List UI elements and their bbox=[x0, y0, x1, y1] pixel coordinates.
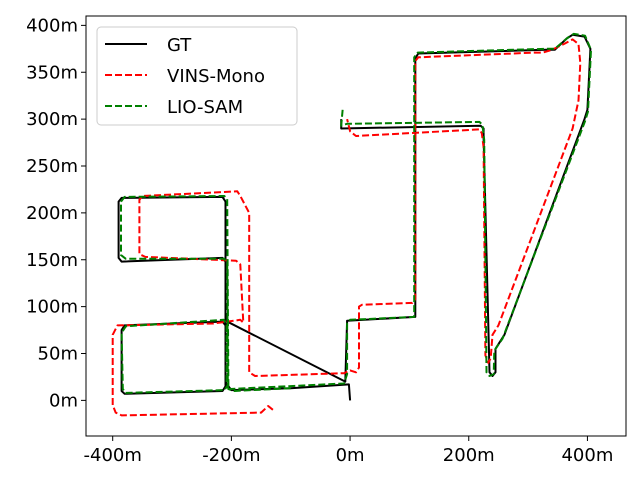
x-tick-label: -400m bbox=[84, 445, 142, 466]
y-tick-label: 300m bbox=[26, 109, 78, 130]
plot-frame bbox=[85, 15, 627, 437]
y-tick-label: 150m bbox=[26, 250, 78, 271]
x-tick-label: 200m bbox=[443, 445, 495, 466]
x-tick-label: -200m bbox=[202, 445, 260, 466]
legend-label-vins-mono: VINS-Mono bbox=[167, 66, 265, 87]
y-tick-label: 400m bbox=[26, 15, 78, 36]
y-axis: 0m 50m 100m 150m 200m 250m 300m 350m 400m bbox=[26, 15, 86, 411]
y-tick-label: 0m bbox=[49, 390, 78, 411]
x-axis: -400m -200m 0m 200m 400m bbox=[84, 436, 613, 466]
y-tick-label: 200m bbox=[26, 203, 78, 224]
legend-label-gt: GT bbox=[167, 35, 192, 56]
x-tick-label: 400m bbox=[561, 445, 613, 466]
series-line-lio-sam bbox=[120, 32, 592, 394]
y-tick-label: 100m bbox=[26, 297, 78, 318]
x-tick-label: 0m bbox=[336, 445, 365, 466]
series-line-vins-mono bbox=[111, 38, 582, 417]
legend: GT VINS-Mono LIO-SAM bbox=[96, 26, 298, 126]
legend-box bbox=[96, 26, 298, 126]
legend-label-lio-sam: LIO-SAM bbox=[167, 97, 243, 118]
series-layer bbox=[111, 32, 592, 417]
y-tick-label: 350m bbox=[26, 62, 78, 83]
y-tick-label: 250m bbox=[26, 156, 78, 177]
y-tick-label: 50m bbox=[38, 344, 78, 365]
